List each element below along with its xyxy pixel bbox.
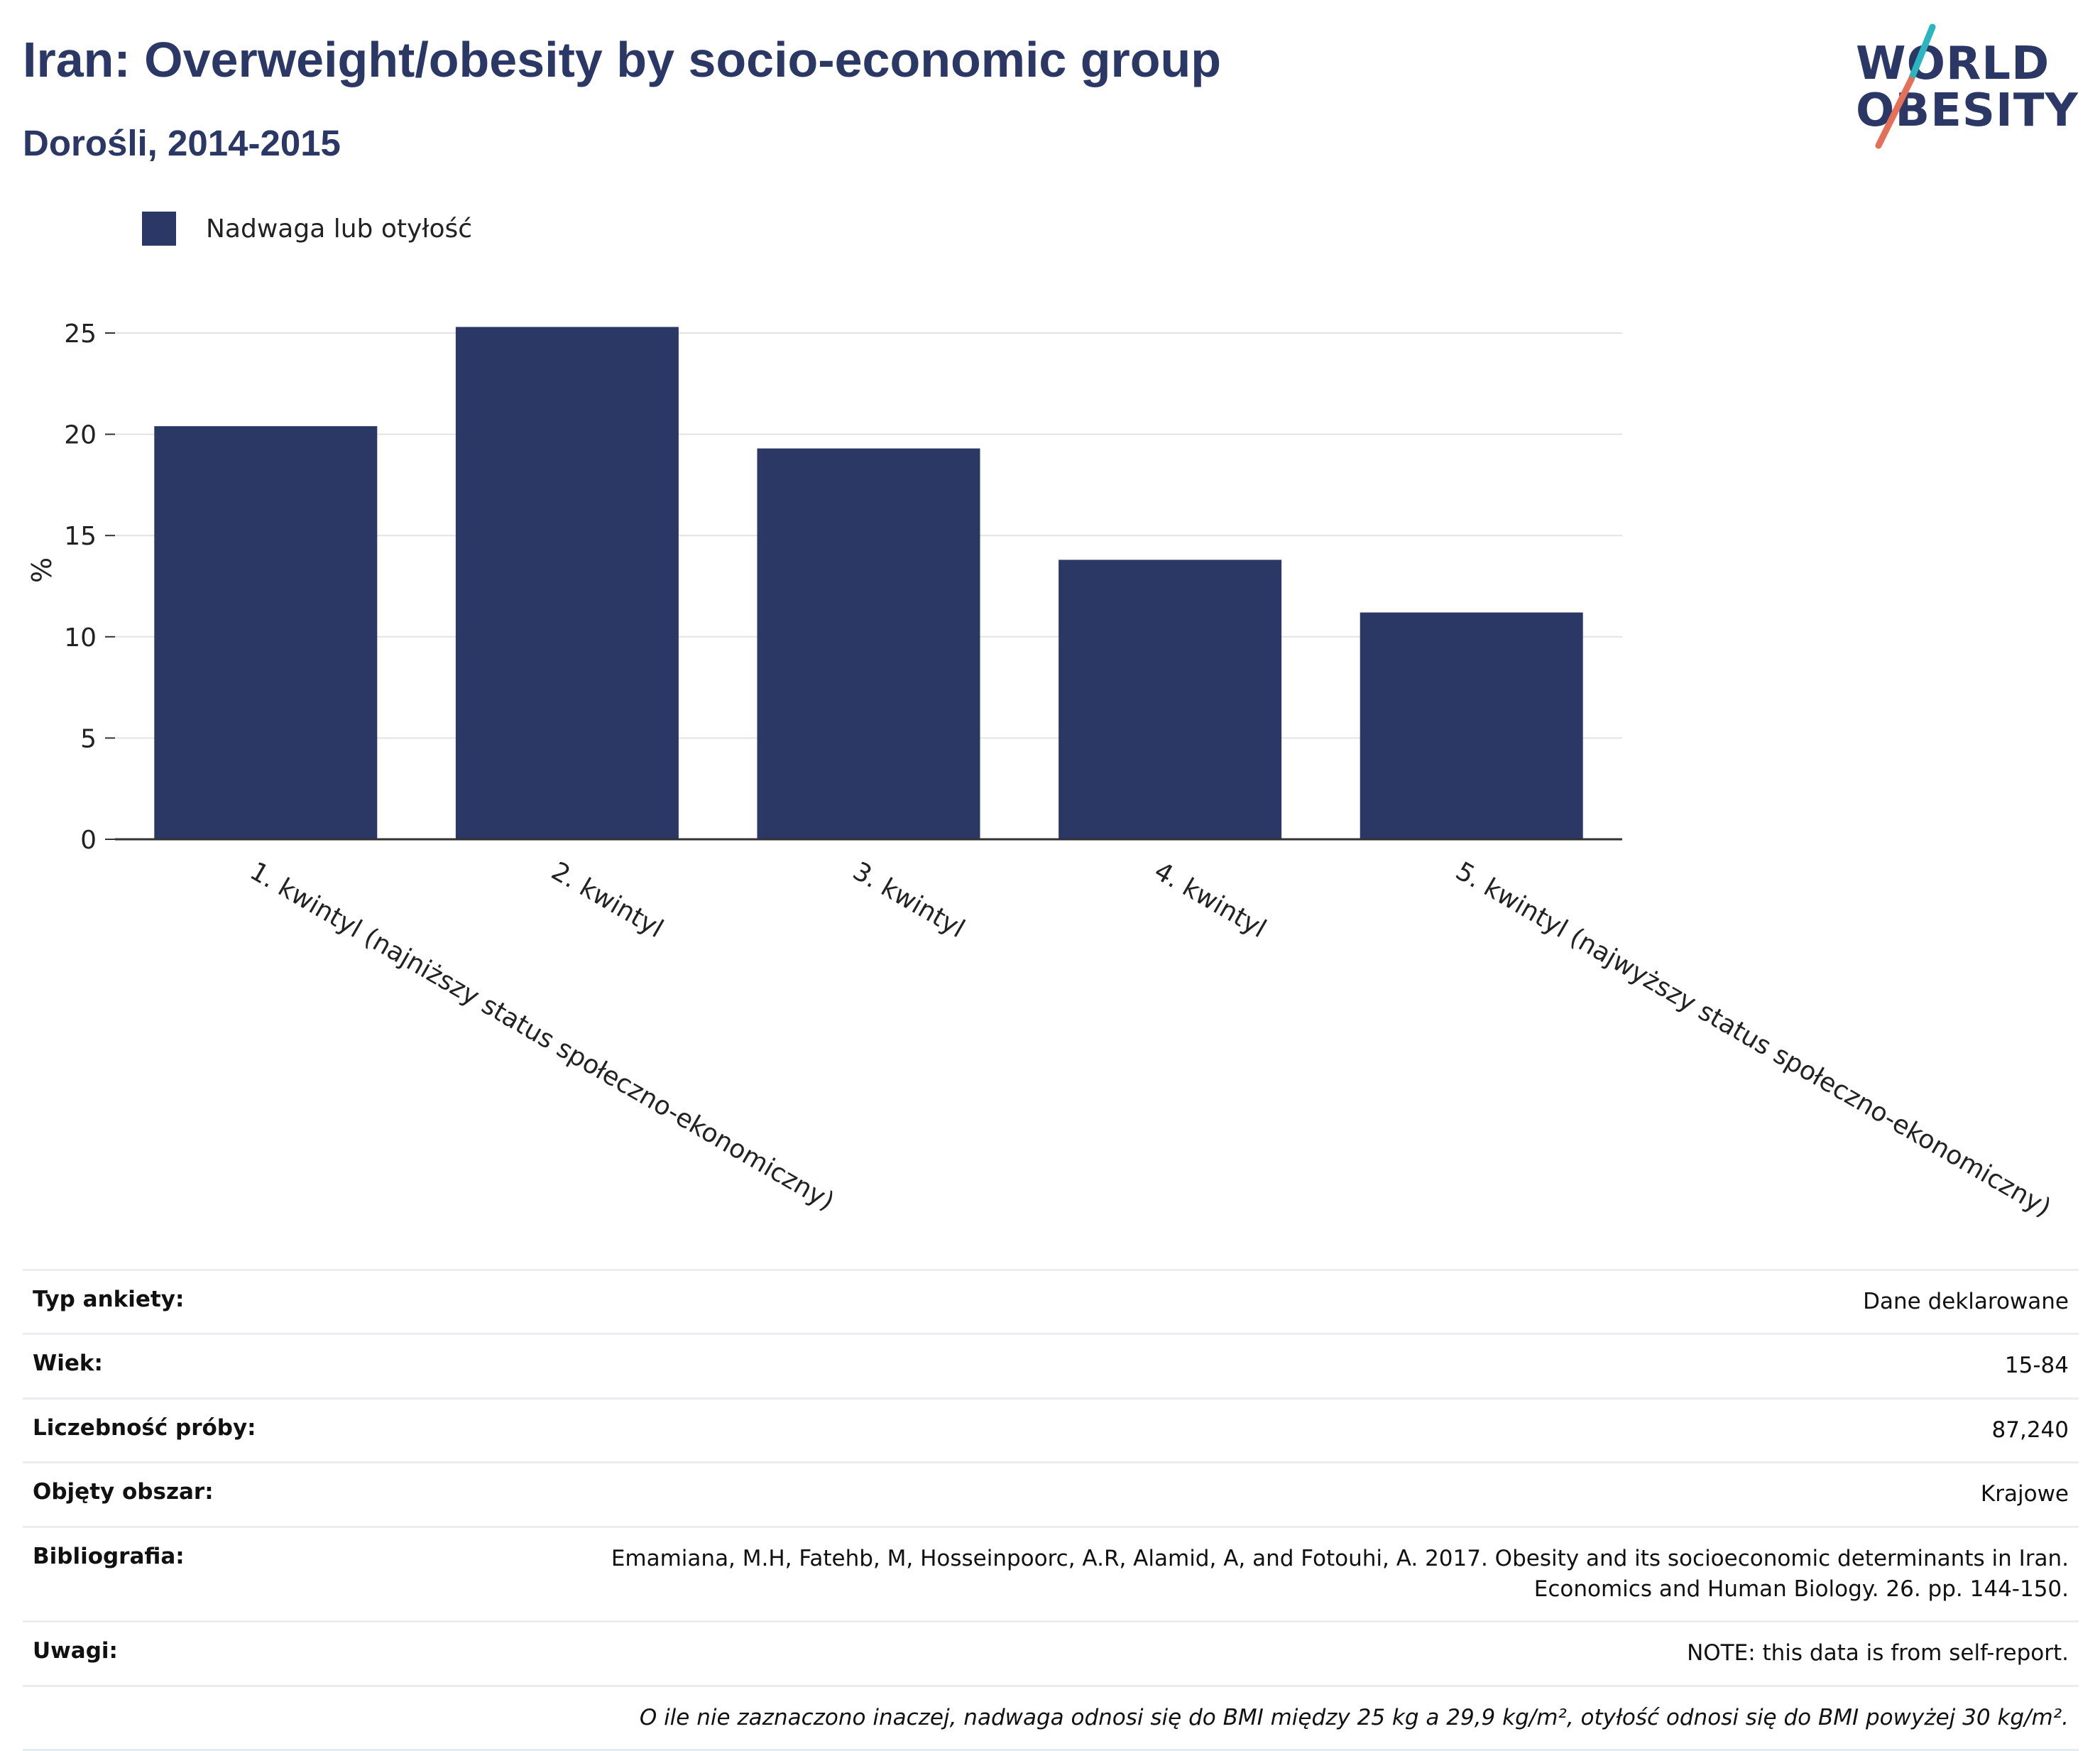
metadata-row: Bibliografia: Emamiana, M.H, Fatehb, M, H… (23, 1525, 2079, 1621)
metadata-row: Liczebność próby: 87,240 (23, 1397, 2079, 1461)
world-obesity-logo: WORLD OBESITY (1846, 21, 2087, 156)
legend-swatch (142, 212, 176, 246)
metadata-row: Wiek: 15-84 (23, 1333, 2079, 1397)
bar (1059, 560, 1282, 839)
y-tick-label: 15 (64, 522, 97, 551)
y-tick-label: 25 (64, 320, 97, 349)
metadata-value: Krajowe (1980, 1481, 2069, 1507)
bar (1360, 612, 1583, 839)
metadata-label: Typ ankiety: (33, 1287, 185, 1312)
metadata-label: Wiek: (33, 1351, 103, 1377)
metadata-row: Objęty obszar: Krajowe (23, 1461, 2079, 1525)
page-subtitle: Dorośli, 2014-2015 (23, 123, 341, 163)
bar-chart: % 0 5 10 15 20 25 1. kwintyl (najniższy status… (26, 320, 2056, 1223)
y-tick-label: 10 (64, 623, 97, 653)
x-tick-label: 5. kwintyl (najwyższy status społeczno-e… (1450, 856, 2055, 1223)
metadata-table: Typ ankiety: Dane deklarowane Wiek: 15-84 Li… (23, 1269, 2079, 1751)
metadata-label: Objęty obszar: (33, 1479, 214, 1505)
logo-line-1: WORLD (1856, 38, 2050, 90)
metadata-label: Bibliografia: (33, 1543, 185, 1569)
page-title: Iran: Overweight/obesity by socio-econom… (23, 32, 1222, 87)
footnote-row: O ile nie zaznaczono inaczej, nadwaga od… (23, 1684, 2079, 1751)
y-axis-label: % (26, 557, 58, 583)
metadata-row: Typ ankiety: Dane deklarowane (23, 1269, 2079, 1333)
x-tick-label: 3. kwintyl (848, 856, 969, 944)
metadata-label: Liczebność próby: (33, 1414, 256, 1441)
footnote: O ile nie zaznaczono inaczej, nadwaga od… (639, 1704, 2069, 1730)
metadata-value: 15-84 (2004, 1353, 2069, 1379)
bar (757, 448, 980, 839)
x-tick-label: 1. kwintyl (najniższy status społeczno-e… (245, 856, 839, 1216)
metadata-row: Uwagi: NOTE: this data is from self-repor… (23, 1620, 2079, 1684)
y-tick-label: 20 (64, 421, 97, 450)
metadata-value: Dane deklarowane (1863, 1289, 2069, 1314)
bar (455, 327, 679, 840)
x-tick-label: 4. kwintyl (1149, 856, 1271, 944)
metadata-value: Emamiana, M.H, Fatehb, M, Hosseinpoorc, … (611, 1545, 2069, 1602)
metadata-label: Uwagi: (33, 1638, 118, 1664)
bar (154, 426, 378, 839)
metadata-value: NOTE: this data is from self-report. (1687, 1640, 2069, 1667)
y-tick-label: 5 (80, 724, 97, 753)
logo-slash-icon (1875, 23, 1936, 149)
x-tick-label: 2. kwintyl (547, 856, 668, 944)
y-tick-label: 0 (80, 826, 97, 855)
metadata-value: 87,240 (1991, 1417, 2069, 1443)
legend-label: Nadwaga lub otyłość (206, 214, 473, 244)
